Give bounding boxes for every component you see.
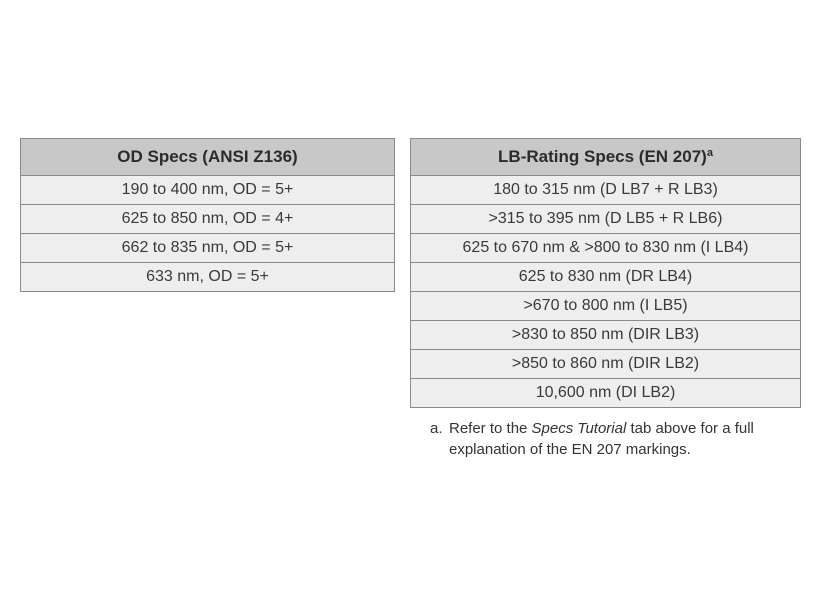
lb-rating-header-text: LB-Rating Specs (EN 207)	[498, 147, 707, 166]
footnote-a: a. Refer to the Specs Tutorial tab above …	[430, 418, 815, 460]
lb-spec-row: 625 to 670 nm & >800 to 830 nm (I LB4)	[410, 233, 801, 263]
lb-spec-row: >670 to 800 nm (I LB5)	[410, 291, 801, 321]
lb-spec-row: >315 to 395 nm (D LB5 + R LB6)	[410, 204, 801, 234]
od-spec-row: 190 to 400 nm, OD = 5+	[20, 175, 395, 205]
footnote-text-before: Refer to the	[449, 420, 532, 437]
lb-spec-row: >850 to 860 nm (DIR LB2)	[410, 349, 801, 379]
od-spec-row: 625 to 850 nm, OD = 4+	[20, 204, 395, 234]
lb-spec-row: 180 to 315 nm (D LB7 + R LB3)	[410, 175, 801, 205]
lb-spec-row: 10,600 nm (DI LB2)	[410, 378, 801, 408]
lb-rating-specs-header: LB-Rating Specs (EN 207)a	[410, 138, 801, 176]
specs-tutorial-reference: Specs Tutorial	[531, 420, 627, 437]
od-spec-row: 633 nm, OD = 5+	[20, 262, 395, 292]
footnote-letter: a.	[430, 420, 443, 437]
footnote-text-line2: explanation of the EN 207 markings.	[449, 441, 691, 458]
footnote-marker: a	[706, 147, 713, 159]
lb-rating-specs-table: LB-Rating Specs (EN 207)a 180 to 315 nm …	[410, 138, 801, 408]
lb-spec-row: >830 to 850 nm (DIR LB3)	[410, 320, 801, 350]
od-specs-header: OD Specs (ANSI Z136)	[20, 138, 395, 176]
od-specs-table: OD Specs (ANSI Z136) 190 to 400 nm, OD =…	[20, 138, 395, 292]
lb-spec-row: 625 to 830 nm (DR LB4)	[410, 262, 801, 292]
od-spec-row: 662 to 835 nm, OD = 5+	[20, 233, 395, 263]
footnote-text-after: tab above for a full	[626, 420, 754, 437]
